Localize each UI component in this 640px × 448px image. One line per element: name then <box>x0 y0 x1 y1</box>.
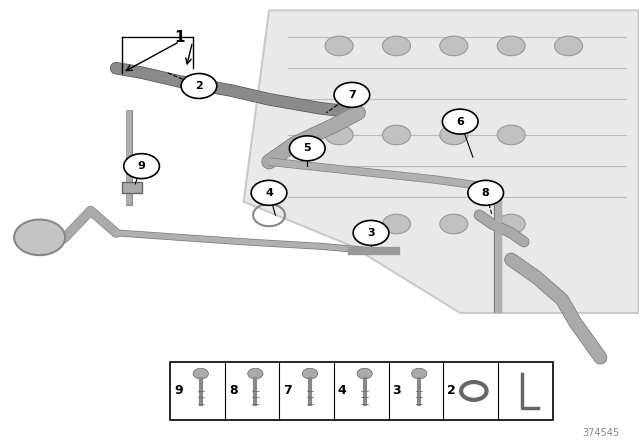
Circle shape <box>193 368 209 379</box>
Circle shape <box>248 368 263 379</box>
Circle shape <box>440 214 468 234</box>
Circle shape <box>412 368 427 379</box>
Text: 7: 7 <box>284 384 292 397</box>
Bar <box>170 362 552 420</box>
Text: 9: 9 <box>138 161 145 171</box>
Circle shape <box>554 36 582 56</box>
Text: 1: 1 <box>175 30 185 44</box>
Text: 3: 3 <box>392 384 401 397</box>
Text: 2: 2 <box>195 81 203 91</box>
Circle shape <box>353 220 389 246</box>
Text: 3: 3 <box>367 228 375 238</box>
Text: 374545: 374545 <box>582 428 620 438</box>
Circle shape <box>325 125 353 145</box>
Text: 2: 2 <box>447 384 456 397</box>
Circle shape <box>468 181 504 205</box>
Circle shape <box>302 368 317 379</box>
Circle shape <box>440 36 468 56</box>
Circle shape <box>325 36 353 56</box>
Text: 5: 5 <box>303 143 311 153</box>
Circle shape <box>357 368 372 379</box>
Circle shape <box>440 125 468 145</box>
Circle shape <box>251 181 287 205</box>
Circle shape <box>497 214 525 234</box>
Text: 9: 9 <box>174 384 183 397</box>
Circle shape <box>383 125 410 145</box>
Circle shape <box>383 36 410 56</box>
Circle shape <box>124 154 159 179</box>
Text: 6: 6 <box>456 116 464 127</box>
Circle shape <box>334 82 370 108</box>
Circle shape <box>497 36 525 56</box>
Text: 4: 4 <box>338 384 347 397</box>
Bar <box>122 182 141 193</box>
Circle shape <box>442 109 478 134</box>
Text: 4: 4 <box>265 188 273 198</box>
Circle shape <box>497 125 525 145</box>
Circle shape <box>289 136 325 161</box>
Circle shape <box>181 73 217 99</box>
Text: 7: 7 <box>348 90 356 100</box>
Circle shape <box>14 220 65 255</box>
Text: 8: 8 <box>228 384 237 397</box>
Polygon shape <box>244 10 639 313</box>
Text: 8: 8 <box>482 188 490 198</box>
Circle shape <box>383 214 410 234</box>
